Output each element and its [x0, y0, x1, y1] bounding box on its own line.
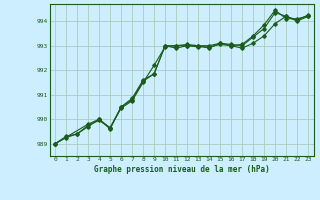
X-axis label: Graphe pression niveau de la mer (hPa): Graphe pression niveau de la mer (hPa) — [94, 165, 269, 174]
